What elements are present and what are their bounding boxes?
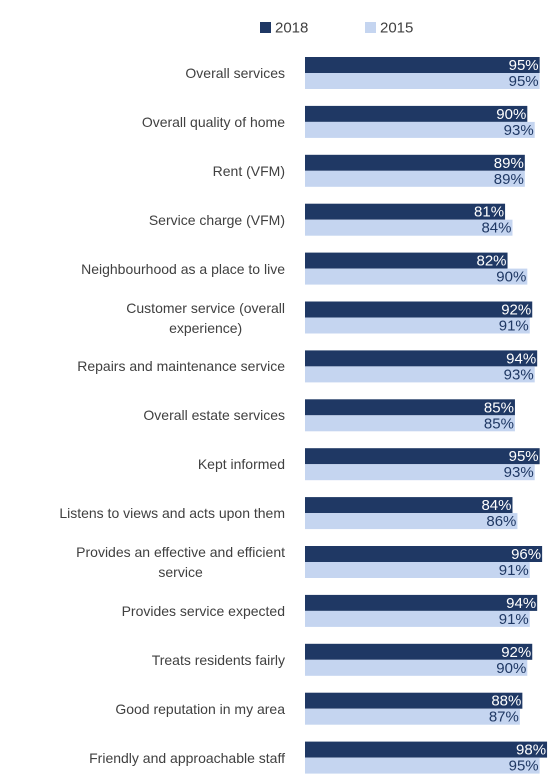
category-text: Repairs and maintenance service	[77, 358, 285, 375]
category-label: Provides service expected	[0, 591, 285, 631]
data-label: 98%	[516, 742, 546, 759]
category-text: Provides an effective and efficient serv…	[76, 544, 285, 580]
category-label: Customer service (overall experience)	[0, 298, 285, 338]
data-label: 88%	[491, 693, 521, 710]
category-text: Rent (VFM)	[212, 162, 285, 179]
category-text: Customer service (overall experience)	[126, 299, 285, 336]
data-label: 93%	[504, 464, 534, 481]
data-label: 90%	[496, 269, 526, 286]
category-label: Overall quality of home	[0, 102, 285, 142]
bar	[305, 513, 518, 530]
category-label: Listens to views and acts upon them	[0, 493, 285, 533]
bar	[305, 121, 535, 138]
data-label: 84%	[481, 220, 511, 237]
bar	[305, 757, 540, 774]
bar	[305, 464, 535, 481]
data-label: 94%	[506, 350, 536, 367]
bar	[305, 610, 530, 627]
data-label: 89%	[494, 155, 524, 172]
bar	[305, 659, 528, 676]
data-label: 91%	[499, 317, 529, 334]
bar	[305, 366, 535, 383]
bar	[305, 741, 548, 758]
category-text: Friendly and approachable staff	[89, 749, 285, 766]
category-text: Overall services	[185, 65, 285, 81]
category-text: Neighbourhood as a place to live	[81, 260, 285, 277]
bar	[305, 301, 533, 318]
bar	[305, 546, 543, 562]
category-label: Service charge (VFM)	[0, 200, 285, 240]
category-label: Kept informed	[0, 444, 285, 484]
category-text: Treats residents fairly	[151, 651, 285, 668]
bar	[305, 203, 506, 220]
data-label: 90%	[496, 660, 526, 677]
bar	[305, 268, 528, 285]
category-label: Neighbourhood as a place to live	[0, 249, 285, 289]
bar	[305, 643, 533, 660]
bar	[305, 317, 530, 334]
category-label: Overall services	[0, 53, 285, 93]
data-label: 96%	[511, 546, 541, 563]
data-label: 90%	[496, 106, 526, 123]
bar	[305, 57, 540, 73]
bar	[305, 350, 538, 367]
category-text: Service charge (VFM)	[148, 211, 285, 228]
category-text: Provides service expected	[121, 602, 285, 619]
data-label: 85%	[484, 415, 514, 432]
bar	[305, 594, 538, 611]
legend-swatch	[365, 22, 376, 33]
category-text: Overall estate services	[143, 407, 285, 424]
bar	[305, 170, 525, 187]
bar	[305, 73, 540, 89]
category-text: Kept informed	[197, 456, 285, 473]
data-label: 92%	[501, 644, 531, 661]
data-label: 82%	[477, 253, 507, 270]
data-label: 95%	[509, 73, 539, 90]
category-label: Treats residents fairly	[0, 640, 285, 680]
data-label: 93%	[504, 122, 534, 139]
data-label: 89%	[494, 171, 524, 188]
bar	[305, 105, 528, 122]
bar	[305, 399, 515, 416]
bar	[305, 562, 530, 578]
category-label: Good reputation in my area	[0, 689, 285, 729]
data-label: 95%	[509, 448, 539, 465]
bar	[305, 252, 508, 269]
data-label: 93%	[504, 366, 534, 383]
data-label: 85%	[484, 399, 514, 416]
data-label: 95%	[509, 758, 539, 774]
data-label: 91%	[499, 562, 529, 579]
category-text: Good reputation in my area	[115, 700, 285, 717]
category-text: Overall quality of home	[141, 113, 285, 130]
data-label: 87%	[489, 709, 519, 726]
category-label: Rent (VFM)	[0, 151, 285, 191]
bar	[305, 497, 513, 514]
data-label: 91%	[499, 611, 529, 628]
data-label: 81%	[474, 204, 504, 221]
category-label: Provides an effective and efficient serv…	[0, 542, 285, 582]
legend-label: 2018	[275, 19, 308, 36]
legend-swatch	[260, 22, 271, 33]
bar	[305, 708, 520, 725]
bar	[305, 692, 523, 709]
category-label: Friendly and approachable staff	[0, 738, 285, 774]
bar	[305, 219, 513, 236]
data-label: 86%	[486, 513, 516, 530]
category-label: Overall estate services	[0, 395, 285, 435]
bar	[305, 448, 540, 465]
bar	[305, 415, 515, 432]
legend-label: 2015	[380, 19, 413, 36]
category-text: Listens to views and acts upon them	[59, 505, 285, 522]
data-label: 94%	[506, 595, 536, 612]
bar	[305, 154, 525, 171]
data-label: 92%	[501, 301, 531, 318]
data-label: 84%	[481, 497, 511, 514]
data-label: 95%	[509, 57, 539, 74]
category-label: Repairs and maintenance service	[0, 346, 285, 386]
